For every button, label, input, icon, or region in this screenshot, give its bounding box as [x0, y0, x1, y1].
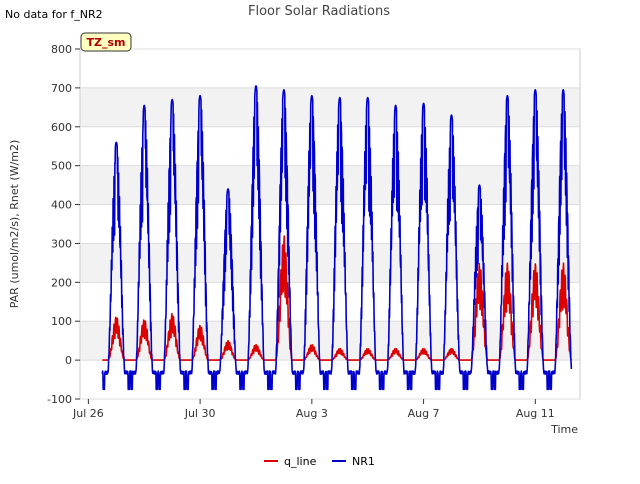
band [80, 321, 580, 361]
y-axis-label: PAR (umol/m2/s), Rnet (W/m2) [8, 140, 21, 309]
band [80, 204, 580, 244]
y-tick-label: 600 [51, 121, 72, 134]
x-tick-label: Aug 11 [516, 407, 555, 420]
y-tick-label: 800 [51, 43, 72, 56]
y-axis: -100 0 100 200 300 400 500 600 700 800 [47, 43, 80, 406]
badge-label: TZ_sm [87, 36, 126, 49]
band [80, 87, 580, 127]
x-axis: Jul 26 Jul 30 Aug 3 Aug 7 Aug 11 [72, 399, 555, 420]
band [80, 282, 580, 322]
band [80, 126, 580, 166]
band [80, 165, 580, 205]
no-data-note: No data for f_NR2 [5, 8, 103, 21]
y-tick-label: 200 [51, 276, 72, 289]
y-tick-label: 500 [51, 160, 72, 173]
band [80, 360, 580, 399]
legend: q_line NR1 [264, 455, 375, 468]
legend-label-q-line: q_line [284, 455, 317, 468]
y-tick-label: 100 [51, 315, 72, 328]
legend-label-nr1: NR1 [352, 455, 375, 468]
x-tick-label: Jul 30 [184, 407, 216, 420]
x-tick-label: Aug 7 [408, 407, 440, 420]
badge-box [80, 32, 132, 52]
chart-title: Floor Solar Radiations [248, 4, 390, 19]
band [80, 49, 580, 88]
y-tick-label: 0 [65, 354, 72, 367]
y-tick-label: -100 [47, 393, 72, 406]
x-tick-label: Jul 26 [72, 407, 104, 420]
y-tick-label: 400 [51, 199, 72, 212]
background-bands [80, 49, 580, 399]
series-line-nr1 [101, 85, 573, 391]
tz-badge: TZ_sm [80, 32, 132, 52]
y-tick-label: 300 [51, 237, 72, 250]
band [80, 243, 580, 283]
x-axis-label: Time [550, 423, 578, 436]
x-tick-label: Aug 3 [296, 407, 328, 420]
y-tick-label: 700 [51, 82, 72, 95]
